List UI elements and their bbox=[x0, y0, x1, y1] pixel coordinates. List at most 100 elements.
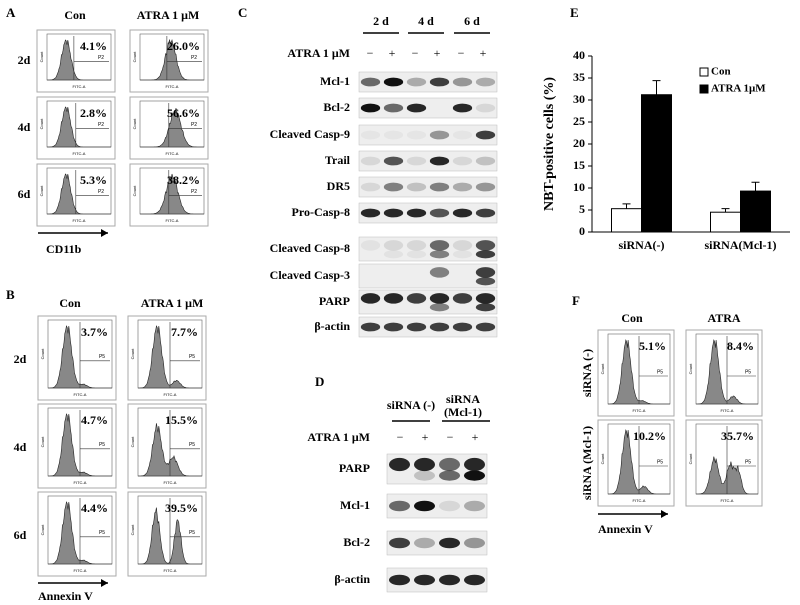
row-label: siRNA (Mcl-1) bbox=[580, 426, 594, 500]
blot-band bbox=[429, 77, 450, 87]
histogram-curve bbox=[138, 423, 202, 477]
bar bbox=[611, 208, 642, 233]
blot-band bbox=[475, 156, 496, 166]
percentage: 56.6% bbox=[167, 106, 200, 120]
y-axis-label: Count bbox=[39, 118, 44, 130]
blot-band bbox=[464, 457, 485, 472]
blot-band bbox=[383, 322, 404, 332]
blot-band bbox=[383, 293, 404, 304]
blot-strip bbox=[358, 202, 498, 224]
arrow-head bbox=[101, 229, 108, 237]
row-label: 2d bbox=[18, 53, 31, 67]
x-axis-label: FITC-A bbox=[633, 408, 646, 413]
x-axis-label: FITC-A bbox=[721, 408, 734, 413]
y-axis-label: Count bbox=[130, 524, 135, 536]
blot-band bbox=[429, 250, 450, 259]
percentage: 38.2% bbox=[167, 173, 200, 187]
histogram-curve bbox=[696, 339, 758, 405]
histogram-curve bbox=[140, 173, 204, 215]
x-axis-label: FITC-A bbox=[164, 568, 177, 573]
percentage: 15.5% bbox=[165, 413, 198, 427]
percentage: 4.1% bbox=[80, 39, 107, 53]
column-header: Con bbox=[64, 8, 86, 22]
x-axis-label: FITC-A bbox=[74, 568, 87, 573]
blot-band bbox=[452, 240, 473, 251]
percentage: 3.7% bbox=[81, 325, 108, 339]
blot-band bbox=[439, 457, 460, 472]
histogram-curve bbox=[608, 429, 670, 495]
blot-band bbox=[383, 208, 404, 218]
blot-band bbox=[452, 182, 473, 192]
y-axis-label: Count bbox=[600, 363, 605, 375]
protein-label: Cleaved Casp-3 bbox=[270, 268, 350, 282]
gate-label: P5 bbox=[99, 354, 105, 360]
percentage: 5.3% bbox=[80, 173, 107, 187]
histogram-curve bbox=[47, 173, 111, 215]
timepoint: 2 d bbox=[373, 14, 389, 28]
percentage: 4.7% bbox=[81, 413, 108, 427]
y-axis-label: Count bbox=[132, 185, 137, 197]
blot-band bbox=[439, 500, 460, 512]
blot-band bbox=[475, 322, 496, 332]
protein-label: Cleaved Casp-9 bbox=[270, 127, 350, 141]
x-axis-label: FITC-A bbox=[164, 480, 177, 485]
x-axis-label: FITC-A bbox=[164, 392, 177, 397]
protein-label: Mcl-1 bbox=[320, 74, 350, 88]
protein-label: Bcl-2 bbox=[323, 100, 350, 114]
blot-band bbox=[475, 103, 496, 113]
blot-band bbox=[406, 156, 427, 166]
blot-band bbox=[383, 156, 404, 166]
y-axis-label: Count bbox=[132, 51, 137, 63]
blot-band bbox=[475, 208, 496, 218]
histogram-curve bbox=[47, 39, 111, 81]
protein-label: β-actin bbox=[314, 319, 350, 333]
histogram-curve bbox=[138, 325, 202, 389]
x-tick-label: siRNA(-) bbox=[619, 238, 665, 252]
blot-band bbox=[406, 208, 427, 218]
bar bbox=[710, 211, 741, 233]
column-header: Con bbox=[621, 311, 643, 325]
percentage: 35.7% bbox=[721, 429, 754, 443]
gate-label: P5 bbox=[745, 459, 751, 465]
x-axis-label: FITC-A bbox=[73, 84, 86, 89]
gate-label: P5 bbox=[657, 369, 663, 375]
blot-band bbox=[464, 500, 485, 512]
y-axis-title: NBT-positive cells (%) bbox=[542, 77, 557, 211]
marker-label: Annexin V bbox=[598, 522, 653, 536]
gate-label: P5 bbox=[189, 442, 195, 448]
blot-band bbox=[406, 130, 427, 140]
blot-band bbox=[360, 293, 381, 304]
y-tick-label: 25 bbox=[573, 114, 585, 128]
histogram-box bbox=[127, 315, 207, 401]
blot-band bbox=[452, 293, 473, 304]
blot-band bbox=[429, 182, 450, 192]
panel-letter: C bbox=[238, 5, 247, 20]
blot-band bbox=[464, 537, 485, 549]
histogram-curve bbox=[48, 501, 112, 565]
gate-label: P5 bbox=[745, 369, 751, 375]
blot-band bbox=[360, 156, 381, 166]
gate-label: P2 bbox=[98, 55, 104, 61]
blot-band bbox=[429, 156, 450, 166]
y-tick-label: 15 bbox=[573, 158, 585, 172]
y-tick-label: 35 bbox=[573, 70, 585, 84]
column-header: ATRA bbox=[707, 311, 740, 325]
gate-label: P2 bbox=[98, 122, 104, 128]
y-axis-label: Count bbox=[688, 453, 693, 465]
bar bbox=[641, 94, 672, 233]
y-tick-label: 20 bbox=[573, 136, 585, 150]
blot-band bbox=[360, 208, 381, 218]
percentage: 10.2% bbox=[633, 429, 666, 443]
y-axis-label: Count bbox=[39, 185, 44, 197]
blot-band bbox=[383, 130, 404, 140]
blot-strip bbox=[358, 316, 498, 338]
row-label: 4d bbox=[14, 440, 27, 454]
treatment-label: ATRA 1 μM bbox=[287, 46, 350, 60]
lane-sign: + bbox=[480, 46, 487, 60]
blot-band bbox=[475, 240, 496, 251]
histogram-curve bbox=[140, 107, 204, 148]
y-tick-label: 40 bbox=[573, 48, 585, 62]
blot-band bbox=[452, 208, 473, 218]
histogram-curve bbox=[140, 38, 204, 81]
